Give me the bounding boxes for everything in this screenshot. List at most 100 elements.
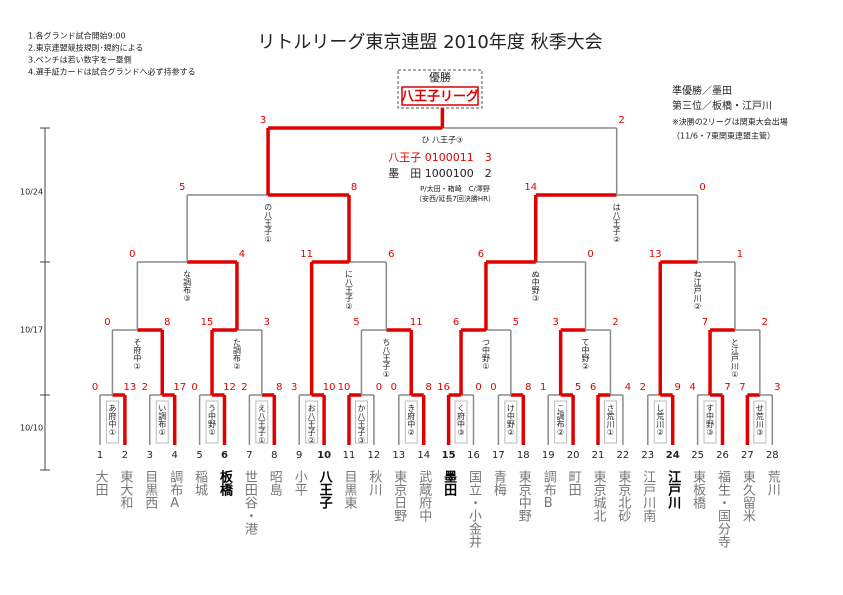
score: 16 (437, 382, 450, 393)
title: リトルリーグ東京連盟 2010年度 秋季大会 (257, 32, 602, 53)
team-name: 江戸川南 (640, 470, 656, 522)
score: 8 (351, 182, 357, 193)
score: 0 (475, 382, 481, 393)
score: 2 (618, 115, 624, 126)
team-name: 調布A (167, 470, 183, 511)
team-number: 7 (246, 450, 252, 461)
match-label: こ調布② (556, 404, 565, 437)
score: 0 (376, 382, 382, 393)
score: 8 (164, 317, 170, 328)
score: 15 (201, 317, 214, 328)
team-number: 28 (766, 450, 779, 461)
team-number: 19 (542, 450, 555, 461)
team-number: 6 (221, 450, 228, 461)
score: 8 (525, 382, 531, 393)
champion-box (401, 86, 479, 106)
champion-label: 優勝 (429, 70, 451, 84)
team-number: 13 (392, 450, 405, 461)
team-number: 10 (317, 450, 331, 461)
final-score: 八王子 0100011 3 (388, 151, 492, 164)
team-name: 目黒西 (142, 470, 158, 509)
match-box (404, 400, 418, 444)
match-label: と江戸川① (730, 338, 739, 379)
match-box (205, 400, 219, 444)
team-number: 12 (368, 450, 381, 461)
result: 第三位／板橋・江戸川 (672, 99, 772, 112)
match-label: ぬ中野③ (531, 270, 540, 303)
score: 3 (774, 382, 780, 393)
team-name: 東京城北 (591, 469, 607, 523)
match-label: た調布② (232, 338, 241, 371)
match-label: ひ 八王子③ (422, 136, 464, 145)
match-label: つ中野① (481, 338, 490, 371)
score: 6 (388, 249, 394, 260)
score: 10 (338, 382, 351, 393)
team-name: 東京北砂 (615, 469, 631, 522)
score: 0 (490, 382, 496, 393)
match-box (554, 400, 568, 444)
score: 5 (353, 317, 359, 328)
team-number: 27 (741, 450, 754, 461)
team-number: 18 (517, 450, 530, 461)
score: 1 (540, 382, 546, 393)
score: 8 (426, 382, 432, 393)
champion-frame (397, 69, 483, 109)
team-name: 小平 (292, 470, 308, 496)
score: 5 (513, 317, 519, 328)
score: 2 (241, 382, 247, 393)
team-name: 世田谷・港 (242, 470, 258, 535)
match-label: の八王子① (264, 203, 273, 244)
score: 3 (552, 317, 558, 328)
team-number: 14 (417, 450, 430, 461)
team-name: 板橋 (217, 469, 233, 497)
team-name: 目黒東 (342, 470, 358, 509)
team-name: 調布B (541, 470, 557, 511)
date-ticks (40, 127, 50, 471)
team-number: 26 (716, 450, 729, 461)
team-number: 22 (617, 450, 630, 461)
match-label: す中野③ (706, 404, 715, 437)
note: 2.東京連盟競技規則･規約による (28, 43, 143, 53)
score: 5 (575, 382, 581, 393)
match-box (354, 400, 368, 444)
team-number: 5 (196, 450, 202, 461)
team-name: 稲城 (192, 470, 208, 497)
match-label: か八王子③ (357, 404, 366, 445)
score: 6 (590, 382, 596, 393)
date-label: 10/24 (20, 188, 43, 197)
date-label: 10/10 (20, 424, 43, 433)
score: 1 (737, 249, 743, 260)
team-number: 11 (343, 450, 356, 461)
match-label: え八王子① (257, 404, 266, 445)
score: 3 (291, 382, 297, 393)
team-name: 東板橋 (690, 469, 706, 510)
team-name: 東久留米 (740, 469, 756, 522)
match-label: そ府中① (133, 338, 142, 371)
match-label: て中野② (581, 338, 590, 371)
match-box (504, 400, 518, 444)
match-label: は八王子② (612, 203, 621, 244)
score: 11 (300, 249, 313, 260)
match-label: な調布③ (183, 270, 192, 303)
team-number: 23 (641, 450, 654, 461)
score: 6 (478, 249, 484, 260)
team-number: 25 (691, 450, 704, 461)
match-label: う中野① (208, 404, 217, 437)
team-number: 21 (592, 450, 605, 461)
match-box (603, 400, 617, 444)
team-name: 大田 (93, 470, 109, 496)
note: 4.選手証カードは試合グランドへ必ず持参する (28, 67, 196, 77)
score: 13 (649, 249, 662, 260)
team-number: 9 (296, 450, 302, 461)
team-name: 町田 (566, 470, 582, 496)
match-label: せ荒川③ (755, 404, 764, 437)
match-box (753, 400, 767, 444)
match-label: お八王子② (307, 404, 316, 445)
team-name: 国立・小金井 (466, 470, 482, 549)
score: 13 (124, 382, 137, 393)
team-name: 八王子 (317, 470, 334, 510)
score: 7 (724, 382, 730, 393)
score: 6 (453, 317, 459, 328)
score: 2 (612, 317, 618, 328)
team-name: 東京日野 (391, 469, 407, 522)
